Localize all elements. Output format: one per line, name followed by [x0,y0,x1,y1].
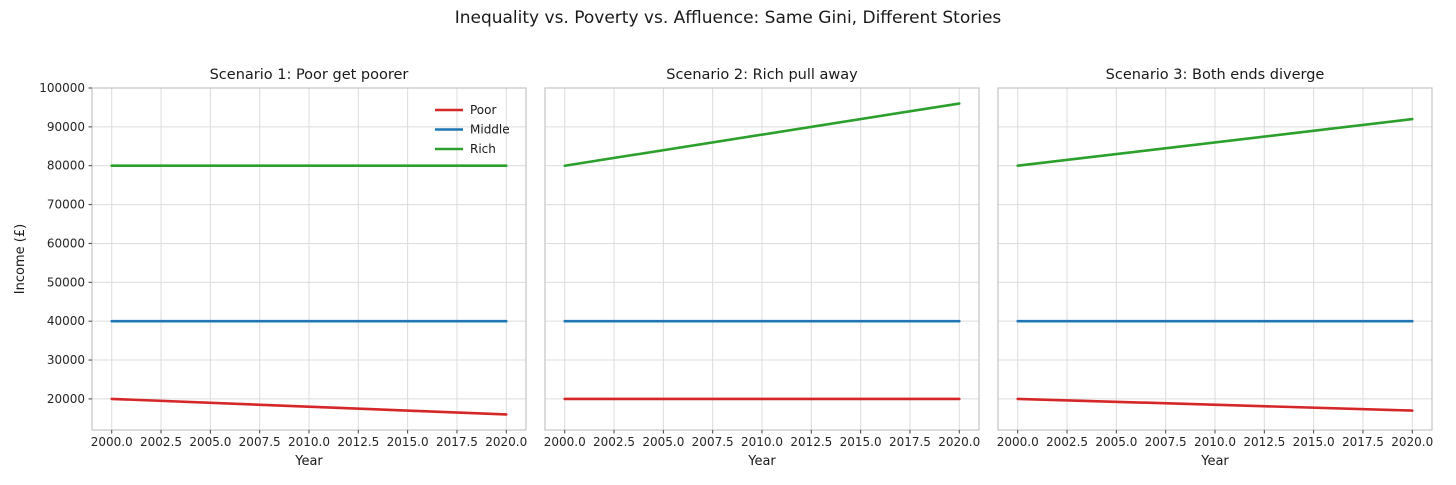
subplot-title: Scenario 1: Poor get poorer [210,67,409,83]
y-tick-label: 30000 [47,353,85,367]
x-tick-label: 2005.0 [189,435,231,449]
x-tick-label: 2005.0 [1095,435,1137,449]
legend: Poor Middle Rich [435,103,510,156]
x-tick-label: 2010.0 [741,435,783,449]
x-tick-label: 2020.0 [1391,435,1433,449]
x-tick-label: 2007.5 [239,435,281,449]
x-tick-label: 2007.5 [1145,435,1187,449]
series-line-rich [1016,117,1414,168]
x-axis-label: Year [1200,454,1229,469]
x-tick-label: 2017.5 [889,435,931,449]
legend-label: Rich [470,142,496,156]
x-tick-label: 2015.0 [387,435,429,449]
x-tick-label: 2015.0 [840,435,882,449]
x-tick-label: 2010.0 [288,435,330,449]
subplot-title: Scenario 3: Both ends diverge [1106,67,1325,83]
x-tick-label: 2017.5 [1342,435,1384,449]
scenario-1-plot: 2000.0 2002.5 2005.0 2007.5 2010.0 2012.5 2015… [13,67,527,469]
x-axis-label: Year [294,454,323,469]
y-tick-label: 70000 [47,198,85,212]
legend-label: Poor [470,103,496,117]
series-line-poor [110,397,508,416]
scenario-3-plot: 2000.0 2002.5 2005.0 2007.5 2010.0 2012.5 2015… [997,67,1434,469]
x-tick-label: 2010.0 [1194,435,1236,449]
x-tick-label: 2012.5 [337,435,379,449]
legend-label: Middle [470,123,510,137]
x-tick-label: 2002.5 [593,435,635,449]
figure-title: Inequality vs. Poverty vs. Affluence: Sa… [454,8,1002,28]
x-tick-label: 2005.0 [642,435,684,449]
x-tick-label: 2020.0 [938,435,980,449]
x-tick-label: 2000.0 [997,435,1039,449]
x-tick-label: 2002.5 [1046,435,1088,449]
x-tick-label: 2012.5 [790,435,832,449]
x-tick-label: 2012.5 [1243,435,1285,449]
y-tick-label: 50000 [47,275,85,289]
x-tick-label: 2007.5 [692,435,734,449]
x-axis-label: Year [747,454,776,469]
series-line-rich [563,102,961,168]
y-tick-label: 20000 [47,392,85,406]
x-tick-label: 2015.0 [1293,435,1335,449]
x-tick-label: 2000.0 [91,435,133,449]
x-tick-label: 2020.0 [485,435,527,449]
series-line-poor [1016,397,1414,412]
scenario-2-plot: 2000.0 2002.5 2005.0 2007.5 2010.0 2012.5 2015… [544,67,981,469]
y-tick-label: 40000 [47,314,85,328]
x-tick-label: 2000.0 [544,435,586,449]
y-axis-label: Income (£) [13,224,28,294]
y-tick-label: 90000 [47,120,85,134]
subplot-title: Scenario 2: Rich pull away [666,67,858,83]
x-tick-label: 2017.5 [436,435,478,449]
y-tick-label: 60000 [47,236,85,250]
x-tick-label: 2002.5 [140,435,182,449]
y-tick-label: 80000 [47,159,85,173]
y-tick-label: 100000 [39,81,85,95]
